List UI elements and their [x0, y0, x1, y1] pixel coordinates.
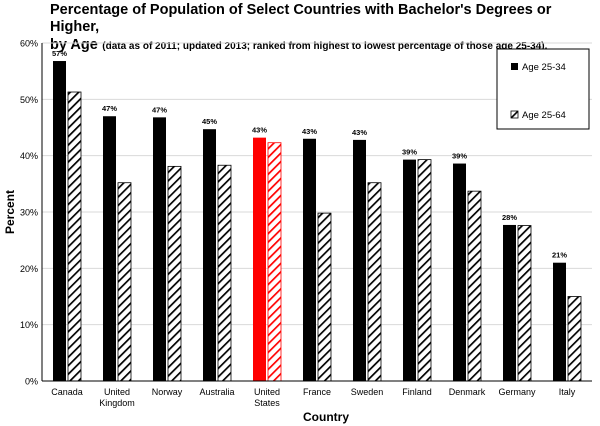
legend-label-age-25-64: Age 25-64 — [522, 110, 566, 121]
x-tick-label: Norway — [152, 387, 183, 397]
data-label: 43% — [352, 128, 367, 137]
bar-age-25-34 — [53, 61, 66, 381]
title-line-2: by Age — [50, 37, 98, 53]
bar-age-25-34 — [553, 262, 566, 381]
data-label: 57% — [52, 49, 67, 58]
x-tick-label: Germany — [498, 387, 536, 397]
x-tick-label: United — [104, 387, 130, 397]
bar-age-25-64 — [417, 159, 432, 382]
y-tick-label: 0% — [25, 377, 38, 387]
chart-title: Percentage of Population of Select Count… — [50, 2, 596, 55]
x-tick-label: Sweden — [351, 387, 384, 397]
bar-age-25-34 — [303, 138, 316, 381]
legend-label-age-25-34: Age 25-34 — [522, 62, 566, 73]
x-tick-label: Finland — [402, 387, 432, 397]
bar-age-25-64 — [567, 296, 582, 382]
data-label: 47% — [152, 105, 167, 114]
x-tick-label: Canada — [51, 387, 83, 397]
bar-age-25-34 — [103, 116, 116, 381]
bar-age-25-34 — [453, 163, 466, 381]
data-label: 28% — [502, 213, 517, 222]
data-labels: 57% 47% 47% 45% 43% 43% 43% 39% 39% 28% 21% — [52, 49, 567, 260]
bars — [53, 61, 582, 382]
legend-swatch-age-25-64 — [510, 110, 519, 119]
x-tick-label: Denmark — [449, 387, 486, 397]
x-tick-label: France — [303, 387, 331, 397]
y-axis-label: Percent — [3, 190, 17, 234]
y-tick-label: 10% — [20, 320, 38, 330]
legend-swatch-age-25-34 — [511, 63, 518, 70]
y-tick-label: 30% — [20, 208, 38, 218]
data-label: 39% — [402, 148, 417, 157]
bar-age-25-64 — [317, 212, 332, 382]
bar-age-25-34 — [353, 139, 366, 381]
bar-age-25-34 — [203, 129, 216, 381]
y-tick-label: 40% — [20, 151, 38, 161]
x-tick-label: United — [254, 387, 280, 397]
x-tick-label: Italy — [559, 387, 576, 397]
bar-age-25-34 — [253, 137, 266, 381]
bar-age-25-34 — [153, 117, 166, 382]
title-note: (data as of 2011; updated 2013; ranked f… — [102, 41, 548, 52]
data-label: 43% — [252, 126, 267, 135]
y-tick-label: 20% — [20, 264, 38, 274]
y-tick-label: 60% — [20, 39, 38, 49]
data-label: 39% — [452, 152, 467, 161]
title-line-1: Percentage of Population of Select Count… — [50, 2, 552, 35]
bar-age-25-64 — [467, 190, 482, 382]
bar-age-25-34 — [403, 159, 416, 381]
data-label: 47% — [102, 104, 117, 113]
x-tick-label: Australia — [199, 387, 234, 397]
bar-age-25-64 — [67, 91, 82, 382]
x-axis-label: Country — [303, 410, 349, 424]
bar-age-25-64 — [267, 142, 282, 382]
data-label: 45% — [202, 117, 217, 126]
data-label: 21% — [552, 251, 567, 260]
y-axis: 0% 10% 20% 30% 40% 50% 60% — [20, 39, 43, 387]
legend: Age 25-34 Age 25-64 — [496, 48, 590, 130]
bar-age-25-64 — [117, 182, 132, 382]
bar-age-25-64 — [367, 182, 382, 382]
bar-age-25-64 — [217, 164, 232, 382]
bar-age-25-64 — [167, 165, 182, 382]
bar-age-25-34 — [503, 224, 516, 381]
data-label: 43% — [302, 127, 317, 136]
x-tick-label: Kingdom — [99, 398, 135, 408]
y-tick-label: 50% — [20, 95, 38, 105]
x-tick-label: States — [254, 398, 280, 408]
bar-age-25-64 — [517, 225, 532, 382]
